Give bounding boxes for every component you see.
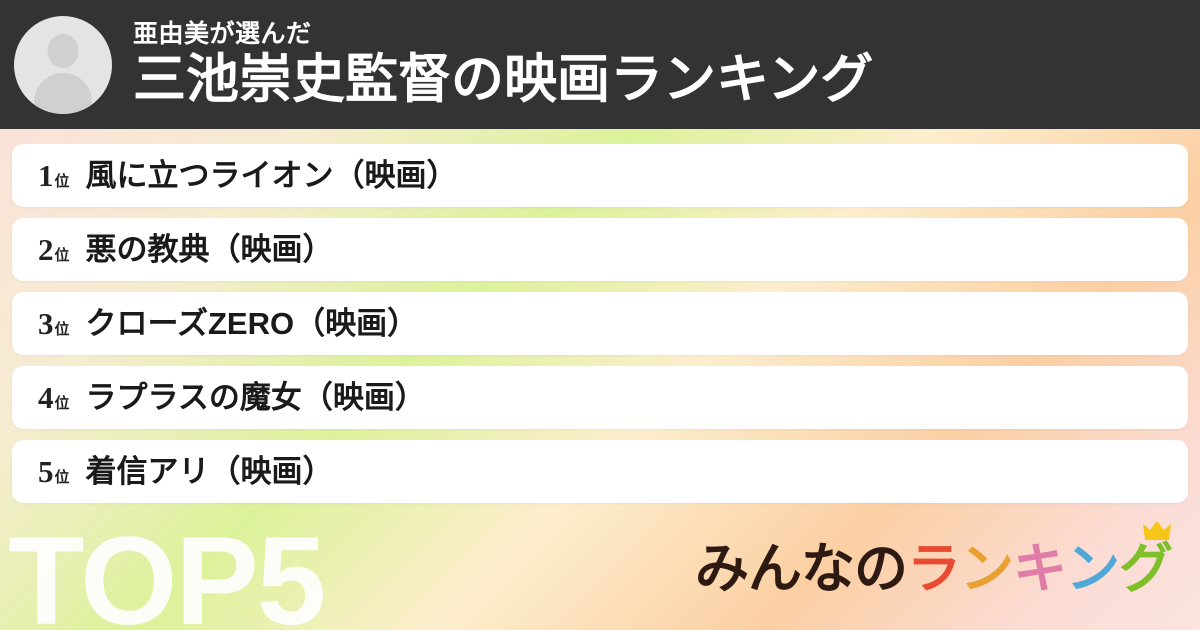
header-text-block: 亜由美が選んだ 三池崇史監督の映画ランキング (133, 20, 873, 109)
rank-number: 2位 (38, 234, 70, 265)
brand-logo: み ん な の ラ ン キ ン グ (695, 521, 1173, 599)
rank-suffix: 位 (54, 321, 70, 338)
list-item[interactable]: 2位 悪の教典（映画） (12, 218, 1188, 281)
list-item-title: 悪の教典（映画） (85, 232, 334, 267)
card-header: 亜由美が選んだ 三池崇史監督の映画ランキング (0, 0, 1200, 129)
user-avatar-icon (14, 15, 112, 114)
rank-value: 1 (38, 158, 54, 193)
logo-char-n1: ん (748, 539, 802, 599)
rank-suffix: 位 (54, 247, 70, 264)
list-item-title: クローズZERO（映画） (85, 306, 419, 341)
logo-char-ki: キ (1013, 539, 1067, 599)
ranking-list: 1位 風に立つライオン（映画） 2位 悪の教典（映画） 3位 クローズZERO（… (12, 144, 1188, 514)
rank-number: 5位 (38, 456, 70, 487)
logo-char-ra: ラ (907, 539, 961, 599)
page-title: 三池崇史監督の映画ランキング (133, 49, 874, 109)
rank-value: 5 (38, 454, 54, 489)
logo-char-no: の (854, 539, 908, 599)
rank-number: 3位 (38, 308, 70, 339)
avatar-body-shape (34, 72, 92, 114)
rank-suffix: 位 (54, 469, 70, 486)
rank-suffix: 位 (54, 173, 70, 190)
rank-value: 2 (38, 232, 54, 267)
logo-char-na: な (801, 539, 855, 599)
top5-watermark: TOP5 (8, 512, 326, 630)
card-subtitle: 亜由美が選んだ (133, 19, 312, 48)
list-item[interactable]: 5位 着信アリ（映画） (12, 440, 1188, 503)
logo-char-gu: グ (1119, 521, 1173, 599)
logo-char-n3: ン (1066, 539, 1120, 599)
rank-value: 4 (38, 380, 54, 415)
rank-value: 3 (38, 306, 54, 341)
logo-char-mi: み (695, 539, 749, 599)
list-item-title: 着信アリ（映画） (85, 454, 334, 489)
list-item-title: ラプラスの魔女（映画） (85, 380, 426, 415)
logo-char-n2: ン (960, 539, 1014, 599)
rank-number: 4位 (38, 382, 70, 413)
list-item[interactable]: 4位 ラプラスの魔女（映画） (12, 366, 1188, 429)
list-item-title: 風に立つライオン（映画） (85, 158, 458, 193)
list-item[interactable]: 1位 風に立つライオン（映画） (12, 144, 1188, 207)
list-item[interactable]: 3位 クローズZERO（映画） (12, 292, 1188, 355)
logo-char-gu-text: グ (1119, 539, 1173, 599)
rank-suffix: 位 (54, 395, 70, 412)
crown-icon (1143, 521, 1171, 540)
rank-number: 1位 (38, 160, 70, 191)
avatar-head-shape (47, 33, 79, 68)
